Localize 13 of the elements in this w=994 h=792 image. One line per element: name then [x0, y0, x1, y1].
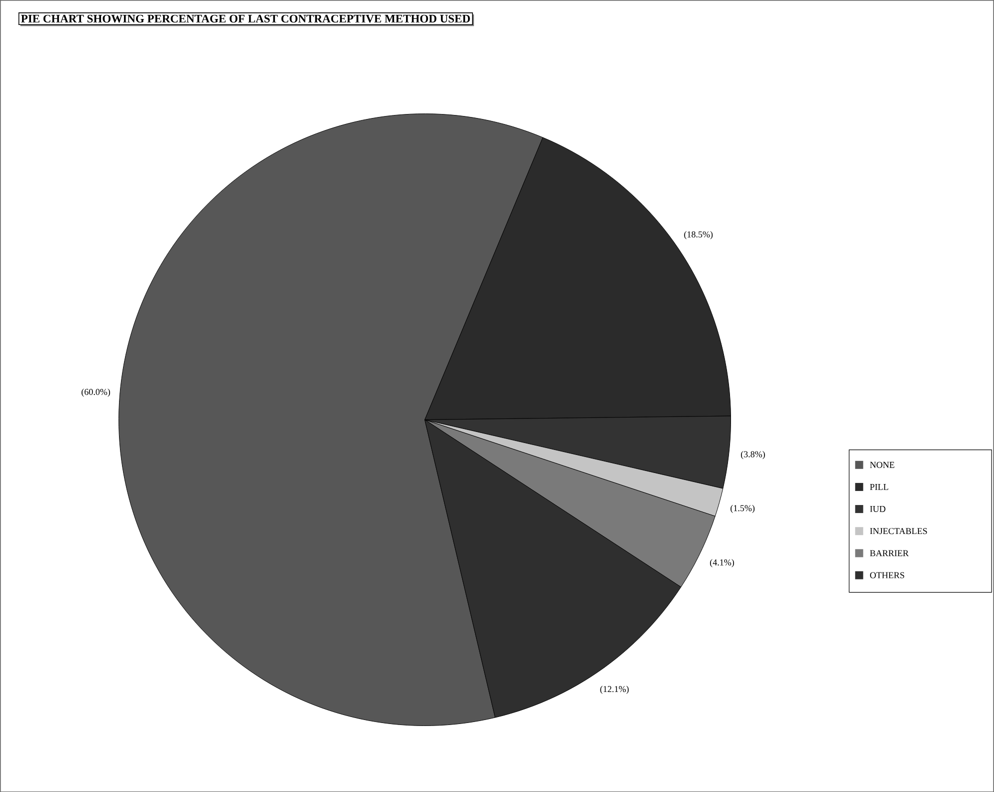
legend-label: PILL: [870, 484, 888, 490]
data-label: (18.5%): [684, 230, 713, 240]
data-label: (4.1%): [710, 558, 734, 568]
chart-title: PIE CHART SHOWING PERCENTAGE OF LAST CONTRACEPTIVE METHOD USED: [21, 14, 470, 22]
data-label: (12.1%): [600, 686, 629, 694]
legend-label: IUD: [870, 506, 886, 512]
legend-label: BARRIER: [870, 550, 909, 556]
data-label: (60.0%): [82, 388, 110, 397]
data-label: (1.5%): [730, 504, 755, 513]
legend-label: NONE: [870, 462, 894, 468]
legend-label: INJECTABLES: [870, 528, 927, 534]
data-label: (3.8%): [740, 450, 765, 459]
legend-label: OTHERS: [870, 572, 904, 578]
